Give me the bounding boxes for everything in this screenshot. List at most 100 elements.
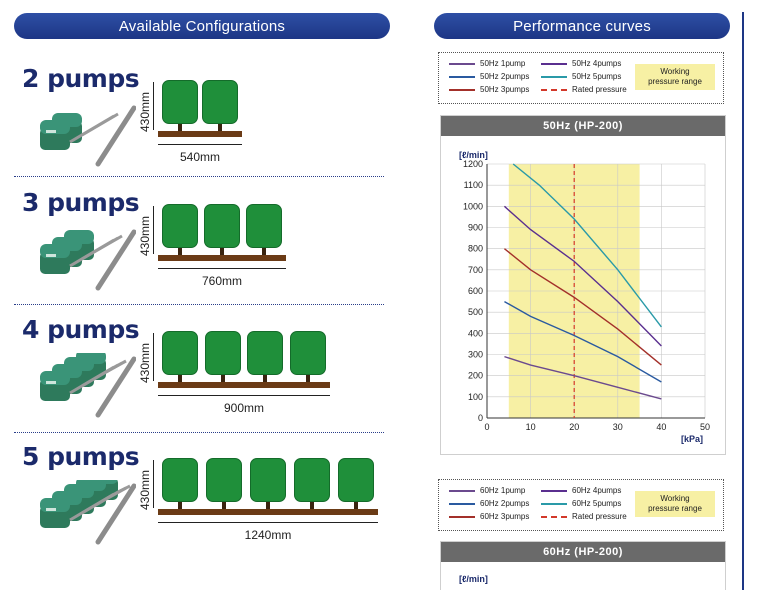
width-dimension-line — [158, 395, 330, 396]
y-tick-label: 300 — [468, 350, 483, 360]
pump-count-label: 3 pumps — [22, 188, 140, 217]
pump-count-label: 4 pumps — [22, 315, 140, 344]
page-edge-rule — [742, 12, 744, 590]
height-dimension-label: 430mm — [138, 342, 152, 383]
y-tick-label: 1000 — [463, 201, 483, 211]
legend-label: 60Hz 2pumps — [480, 499, 530, 508]
pump-unit-stand — [306, 375, 310, 383]
x-tick-label: 0 — [484, 422, 489, 432]
height-dimension-line — [153, 82, 154, 130]
manifold-base — [158, 255, 286, 261]
legend-item: 60Hz 2pumps — [449, 499, 529, 508]
pump-unit-stand — [262, 248, 266, 256]
x-axis-label: [kPa] — [681, 434, 703, 444]
manifold-base — [158, 382, 330, 388]
pump-unit-block — [162, 331, 198, 375]
pump-unit-stand — [220, 375, 225, 383]
series-line — [504, 355, 662, 400]
pump-unit-stand — [222, 502, 226, 510]
y-tick-label: 100 — [468, 392, 483, 402]
chart-60hz-panel: 60Hz (HP-200) [ℓ/min] — [440, 541, 726, 590]
legend-item: 50Hz 2pumps — [449, 72, 529, 81]
pump-unit-block — [162, 80, 198, 124]
x-tick-label: 50 — [700, 422, 710, 432]
legend-label: Rated pressure — [572, 512, 627, 521]
legend-label: 60Hz 1pump — [480, 486, 526, 495]
legend-swatch — [449, 515, 475, 518]
chart-50hz-title: 50Hz (HP-200) — [441, 116, 725, 136]
pump-unit-block — [250, 458, 286, 502]
pump-unit-stand — [310, 502, 314, 510]
legend-item: 50Hz 3pumps — [449, 85, 529, 94]
pump-unit-block — [162, 204, 198, 248]
legend-swatch — [541, 88, 567, 91]
pump-unit-block — [162, 458, 198, 502]
pump-unit-block — [206, 458, 242, 502]
series-line — [503, 248, 662, 366]
legend-50hz: 50Hz 1pump 50Hz 2pumps 50Hz 3pumps 50Hz … — [438, 52, 724, 104]
legend-label: 50Hz 4pumps — [572, 59, 622, 68]
working-pressure-range-key: Working pressure range — [635, 64, 715, 90]
height-dimension-line — [153, 206, 154, 254]
legend-item: 60Hz 3pumps — [449, 512, 529, 521]
y-tick-label: 0 — [478, 413, 483, 423]
performance-curves-header: Performance curves — [434, 13, 730, 39]
x-tick-label: 10 — [526, 422, 536, 432]
legend-label: 50Hz 5pumps — [572, 72, 622, 81]
manifold-base — [158, 509, 378, 515]
legend-swatch — [541, 75, 567, 78]
pump-unit-block — [294, 458, 330, 502]
working-pressure-range-key: Working pressure range — [635, 491, 715, 517]
performance-chart-50hz: 0100200300400500600700800900100011001200… — [459, 150, 710, 444]
air-pump-cluster-image — [40, 229, 136, 291]
pump-unit-stand — [263, 375, 268, 383]
legend-swatch — [449, 88, 475, 91]
legend-swatch — [449, 489, 475, 492]
pump-count-label: 5 pumps — [22, 442, 140, 471]
pump-unit-block — [247, 331, 284, 375]
legend-label: 60Hz 3pumps — [480, 512, 530, 521]
pump-unit-block — [338, 458, 374, 502]
width-dimension-line — [158, 522, 378, 523]
legend-label: 60Hz 5pumps — [572, 499, 622, 508]
width-dimension-line — [158, 144, 242, 145]
legend-item: 60Hz 4pumps — [541, 486, 621, 495]
legend-label: 50Hz 3pumps — [480, 85, 530, 94]
height-dimension-line — [153, 460, 154, 508]
available-configurations-header: Available Configurations — [14, 13, 390, 39]
height-dimension-label: 430mm — [138, 215, 152, 256]
pump-unit-stand — [178, 248, 182, 256]
series-line — [504, 300, 662, 383]
width-dimension-line — [158, 268, 286, 269]
x-tick-label: 30 — [613, 422, 623, 432]
y-tick-label: 400 — [468, 328, 483, 338]
pump-unit-stand — [218, 124, 222, 132]
legend-item: 60Hz 5pumps — [541, 499, 621, 508]
y-axis-label: [ℓ/min] — [459, 150, 488, 160]
working-pressure-range-label: Working pressure range — [648, 494, 702, 513]
pump-unit-stand — [178, 375, 182, 383]
legend-60hz: 60Hz 1pump 60Hz 2pumps 60Hz 3pumps 60Hz … — [438, 479, 724, 531]
row-separator — [14, 176, 384, 177]
legend-label: 50Hz 1pump — [480, 59, 526, 68]
legend-item: 50Hz 5pumps — [541, 72, 621, 81]
legend-swatch — [541, 62, 567, 65]
series-line — [512, 163, 662, 328]
pump-count-label: 2 pumps — [22, 64, 140, 93]
pump-unit-block — [202, 80, 238, 124]
air-pump-cluster-image — [40, 105, 136, 167]
height-dimension-label: 430mm — [138, 469, 152, 510]
legend-item: Rated pressure — [541, 512, 627, 521]
chart-50hz-panel: 50Hz (HP-200) 0 100 200 300 400 500 600 700 800 9… — [440, 115, 726, 455]
legend-swatch — [449, 502, 475, 505]
working-pressure-range-label: Working pressure range — [648, 67, 702, 86]
height-dimension-line — [153, 333, 154, 381]
row-separator — [14, 304, 384, 305]
chart-60hz-ylabel: [ℓ/min] — [459, 574, 488, 584]
width-dimension-label: 540mm — [179, 150, 220, 164]
pump-unit-block — [204, 204, 240, 248]
y-tick-label: 500 — [468, 307, 483, 317]
legend-swatch — [541, 515, 567, 518]
legend-item: 50Hz 4pumps — [541, 59, 621, 68]
y-tick-label: 1200 — [463, 159, 483, 169]
